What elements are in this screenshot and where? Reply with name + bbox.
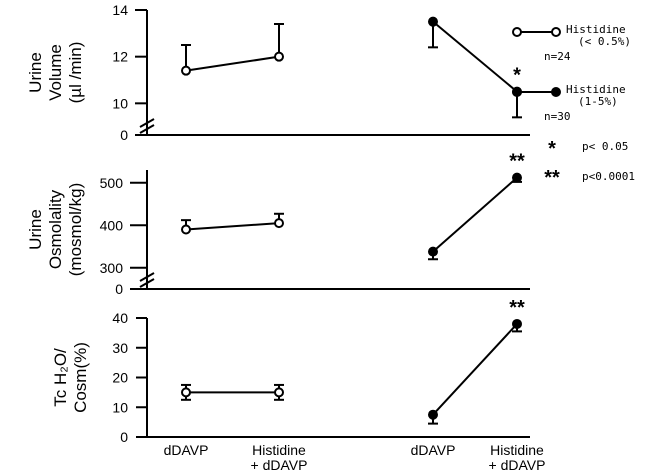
data-point-open [274, 387, 284, 398]
series-open [181, 212, 284, 235]
y-zero-label: 0 [120, 127, 128, 143]
x-category-label-line: + dDAVP [251, 457, 308, 473]
x-category-label: dDAVP [411, 442, 456, 458]
legend-n-open: n=24 [544, 50, 571, 63]
sig-text-double: p<0.0001 [582, 170, 635, 183]
x-category-label: dDAVP [164, 442, 209, 458]
data-point-filled [428, 409, 438, 420]
data-point-open [181, 65, 191, 76]
y-zero-label: 0 [115, 281, 123, 297]
legend-item-filled: Histidine (1-5%) n=30 [512, 83, 626, 123]
y-axis-title-line: Urine [26, 209, 45, 250]
significance-marker: ** [509, 297, 525, 319]
x-category-label-line: dDAVP [411, 442, 456, 458]
legend-label-open: Histidine [566, 23, 626, 36]
data-point-filled [512, 318, 522, 329]
y-axis-title-line: (mosmol/kg) [66, 183, 85, 277]
x-category-label: Histidine + dDAVP [489, 442, 546, 473]
legend-item-open: Histidine (< 0.5%) n=24 [512, 23, 631, 63]
axis-break-mark [139, 272, 155, 282]
y-axis-title-line: (µl /min) [66, 42, 85, 104]
series-open [181, 23, 284, 76]
data-point-filled [428, 16, 438, 27]
sig-symbol-single: * [548, 138, 556, 160]
data-point-open [181, 387, 191, 398]
series-line [185, 222, 280, 231]
y-tick-label: 300 [100, 260, 124, 276]
data-point-filled [428, 246, 438, 257]
legend-n-filled: n=30 [544, 110, 571, 123]
y-tick-label: 10 [112, 95, 128, 111]
y-tick-label: 0 [120, 429, 128, 445]
y-axis-title: UrineVolume(µl /min) [26, 42, 85, 104]
legend: Histidine (< 0.5%) n=24 Histidine (1-5%)… [512, 23, 631, 123]
y-tick-label: 500 [100, 175, 124, 191]
series-filled [428, 16, 522, 119]
x-category-label-line: dDAVP [164, 442, 209, 458]
sig-symbol-double: ** [544, 167, 560, 189]
data-point-open [274, 218, 284, 229]
y-axis-title-line: Urine [26, 52, 45, 93]
axis-break-mark [139, 124, 155, 134]
legend-label-filled: Histidine [566, 83, 626, 96]
legend-marker-open [551, 27, 561, 37]
significance-marker: * [513, 65, 521, 87]
series-line [432, 20, 518, 93]
y-tick-label: 20 [112, 370, 128, 386]
x-category-label-line: Histidine [490, 442, 544, 458]
y-axis-title: UrineOsmolality(mosmol/kg) [26, 183, 85, 277]
x-category-label-line: + dDAVP [489, 457, 546, 473]
legend-marker-filled [551, 87, 561, 97]
significance-key: * p< 0.05 ** p<0.0001 [544, 138, 635, 189]
series-filled [428, 318, 522, 425]
panel-2: 300 400 500 0 UrineOsmolality(mosmol/kg) ** [26, 151, 530, 297]
y-axis-title-line: Tc H₂O/ [51, 348, 70, 407]
legend-sublabel-open: (< 0.5%) [578, 35, 631, 48]
y-tick-label: 10 [112, 399, 128, 415]
y-axis-title-line: Cosm(%) [71, 342, 90, 413]
y-axis-title-line: Volume [46, 44, 65, 101]
legend-sublabel-filled: (1-5%) [578, 95, 618, 108]
significance-marker: ** [509, 151, 525, 173]
data-point-open [274, 51, 284, 62]
data-point-filled [512, 172, 522, 183]
y-axis-title-line: Osmolality [46, 189, 65, 269]
series-filled [428, 172, 522, 261]
y-tick-label: 400 [100, 217, 124, 233]
panel-1: 10 12 14 0 UrineVolume(µl /min) * [26, 2, 530, 143]
legend-marker-filled [512, 87, 522, 97]
axis-break-mark [139, 118, 155, 128]
series-line [185, 55, 280, 72]
y-tick-label: 40 [112, 310, 128, 326]
y-tick-label: 30 [112, 340, 128, 356]
panel-3: 0 10 20 30 40 Tc H₂O/Cosm(%) ** [51, 297, 530, 445]
x-category-label: Histidine + dDAVP [251, 442, 308, 473]
series-line [432, 176, 518, 253]
x-category-label-line: Histidine [252, 442, 306, 458]
legend-marker-open [512, 27, 522, 37]
series-line [432, 323, 518, 416]
y-axis-title: Tc H₂O/Cosm(%) [51, 342, 90, 413]
data-point-open [181, 224, 191, 235]
y-tick-label: 14 [112, 2, 128, 18]
axis-break-mark [139, 278, 155, 288]
y-tick-label: 12 [112, 49, 128, 65]
series-open [181, 383, 284, 401]
sig-text-single: p< 0.05 [582, 140, 628, 153]
